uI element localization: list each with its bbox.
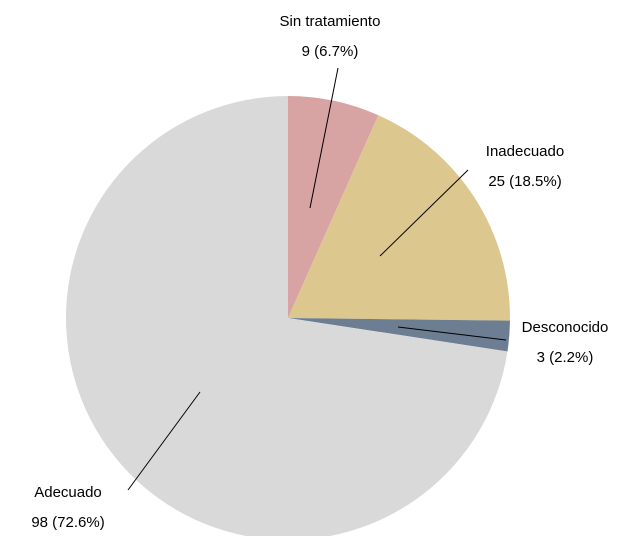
slice-value-label: 3 (2.2%) <box>537 349 594 366</box>
leader-line <box>127 391 201 491</box>
slice-label: Adecuado <box>34 484 102 501</box>
pie-slice <box>288 115 511 321</box>
leader-line <box>309 67 339 209</box>
pie-slice <box>288 96 379 318</box>
leader-line <box>379 169 469 257</box>
slice-value-label: 25 (18.5%) <box>488 173 561 190</box>
leader-line <box>397 326 507 341</box>
pie-slice <box>66 96 508 536</box>
slice-value-label: 98 (72.6%) <box>31 514 104 531</box>
slice-label: Sin tratamiento <box>280 13 381 30</box>
slice-label: Inadecuado <box>486 143 564 160</box>
pie-slice <box>288 318 510 352</box>
slice-label: Desconocido <box>522 319 609 336</box>
slice-value-label: 9 (6.7%) <box>302 43 359 60</box>
